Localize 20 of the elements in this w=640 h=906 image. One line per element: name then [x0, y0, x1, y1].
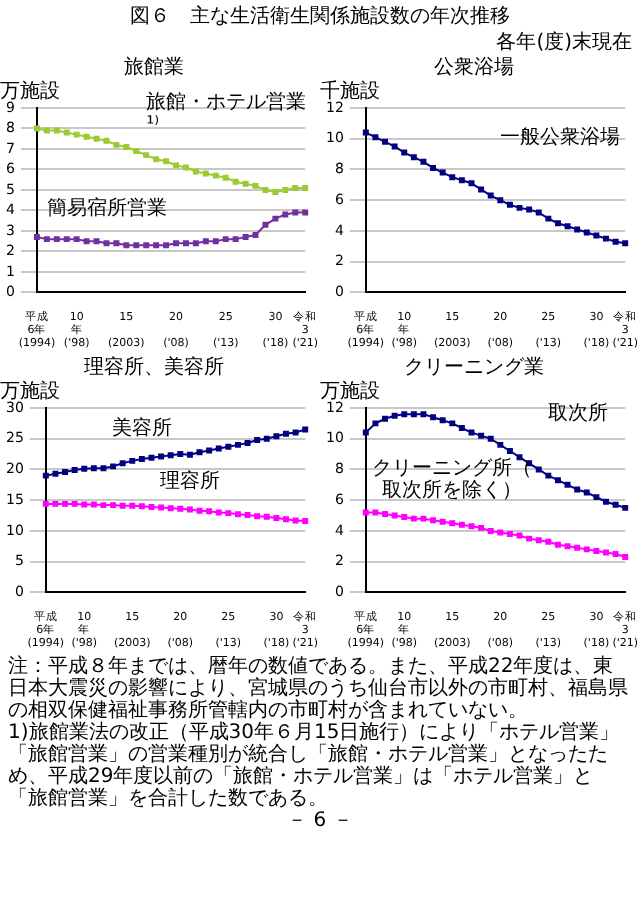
text: 1)旅館業法の改正（平成30年６月15日施行）により「ホテル営業」「旅館営業」の営業種別が統合し「旅館・ホテル営業」となったため、平成29年度以前の「旅館・ホテル営業」は「ホテル営業」と「旅館営業」を合計した数である。 — [8, 722, 622, 810]
y-axis-title: 万施設 — [0, 379, 60, 404]
series-label: 簡易宿所営業 — [46, 196, 167, 221]
chart-title: 旅館業 — [124, 55, 184, 80]
series-label: 旅館・ホテル営業¹⁾ — [146, 90, 307, 137]
text: － 6 － — [285, 810, 355, 832]
caption: 図６ 主な生活衛生関係施設数の年次推移 — [128, 3, 512, 30]
y-axis-title: 万施設 — [320, 379, 380, 404]
text: 取次所 — [548, 400, 609, 425]
chart-title: 理容所、美容所 — [84, 355, 224, 380]
series-label: 美容所 — [111, 416, 172, 441]
series-label: クリーニング所（取次所を除く） — [372, 456, 533, 503]
text: 一般公衆浴場 — [500, 125, 621, 150]
text: 各年(度)末現在 — [496, 29, 632, 56]
chart-title: 公衆浴場 — [434, 55, 514, 80]
text: 注：平成８年までは、暦年の数値である。また、平成22年度は、東日本大震災の影響により、宮城県のうち仙台市以外の市町村、福島県の相双保健福祉事務所管轄内の市町村が含まれていない。 — [8, 656, 630, 722]
chart-title: クリーニング業 — [404, 355, 544, 380]
y-axis-title: 千施設 — [320, 79, 380, 104]
y-axis-title: 万施設 — [0, 79, 60, 104]
series-label: 理容所 — [159, 468, 220, 493]
